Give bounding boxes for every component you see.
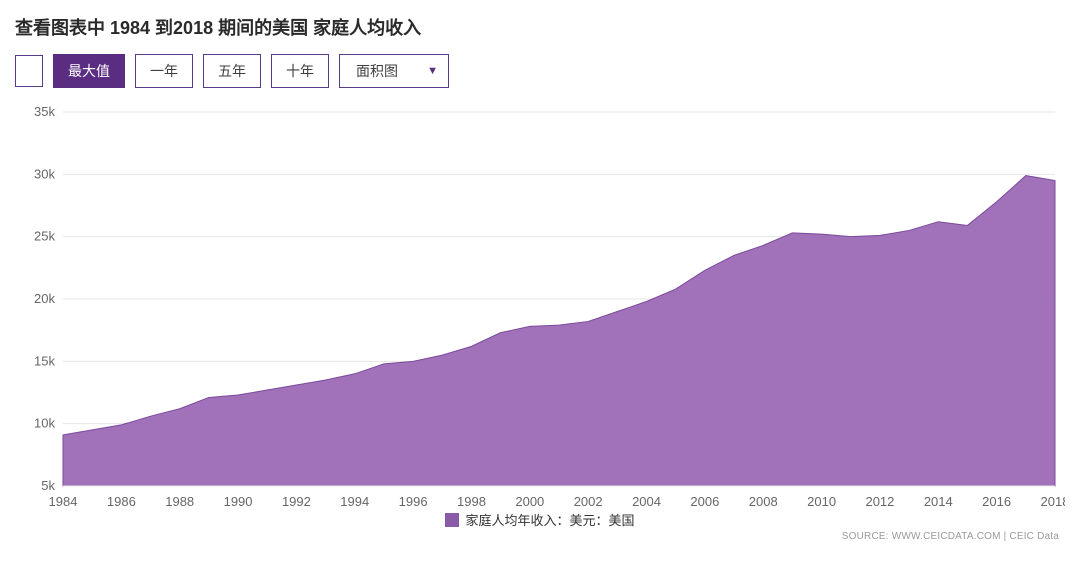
chart-type-select[interactable]: 面积图 ▼ [339,54,449,88]
toolbar: 最大值 一年 五年 十年 面积图 ▼ [15,54,1065,88]
svg-text:2006: 2006 [690,494,719,509]
svg-text:2000: 2000 [515,494,544,509]
chart-type-selected-label: 面积图 [356,61,398,81]
page-title: 查看图表中 1984 到2018 期间的美国 家庭人均收入 [15,14,1065,40]
legend-label: 家庭人均年收入：美元：美国 [465,510,634,529]
svg-text:30k: 30k [34,166,55,181]
svg-text:2018: 2018 [1041,494,1065,509]
svg-text:25k: 25k [34,229,55,244]
svg-text:1998: 1998 [457,494,486,509]
chevron-down-icon: ▼ [427,65,438,77]
chart-legend: 家庭人均年收入：美元：美国 [15,510,1065,529]
source-attribution: SOURCE: WWW.CEICDATA.COM | CEIC Data [842,531,1059,542]
range-button-1y[interactable]: 一年 [135,54,193,88]
svg-text:2010: 2010 [807,494,836,509]
svg-text:20k: 20k [34,291,55,306]
svg-text:1994: 1994 [340,494,369,509]
chart-container: 5k 10k 15k 20k 25k 30k 35k 1984 1986 1988 1990 1992… [15,104,1065,544]
svg-text:1984: 1984 [49,494,78,509]
svg-text:1996: 1996 [399,494,428,509]
svg-text:1992: 1992 [282,494,311,509]
range-button-5y[interactable]: 五年 [203,54,261,88]
svg-text:2014: 2014 [924,494,953,509]
svg-text:2004: 2004 [632,494,661,509]
legend-swatch [445,513,459,527]
svg-text:2008: 2008 [749,494,778,509]
svg-text:2016: 2016 [982,494,1011,509]
svg-text:35k: 35k [34,104,55,119]
svg-text:5k: 5k [41,478,55,493]
svg-text:1986: 1986 [107,494,136,509]
svg-text:2002: 2002 [574,494,603,509]
svg-text:15k: 15k [34,353,55,368]
svg-text:1988: 1988 [165,494,194,509]
range-button-10y[interactable]: 十年 [271,54,329,88]
svg-text:1990: 1990 [224,494,253,509]
svg-text:2012: 2012 [865,494,894,509]
area-chart: 5k 10k 15k 20k 25k 30k 35k 1984 1986 1988 1990 1992… [15,104,1065,514]
range-button-empty[interactable] [15,55,43,87]
svg-text:10k: 10k [34,416,55,431]
range-button-max[interactable]: 最大值 [53,54,125,88]
